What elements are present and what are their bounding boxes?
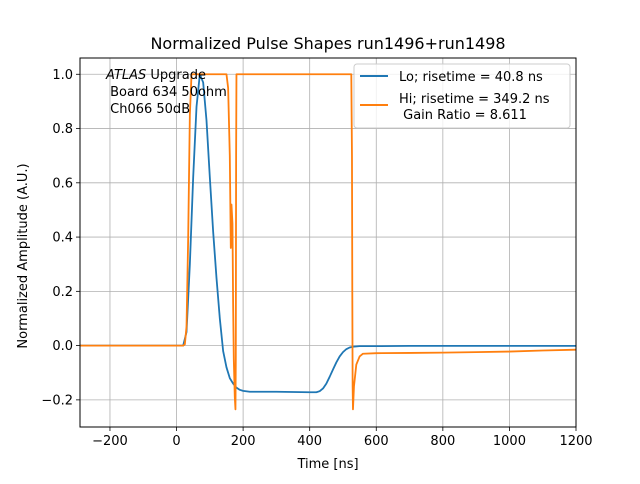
atlas-annotation: ATLAS Upgrade Board 634 50ohm Ch066 50dB	[105, 68, 227, 117]
series-layer	[80, 73, 576, 411]
y-axis-label: Normalized Amplitude (A.U.)	[16, 163, 31, 348]
x-tick-label: 0	[172, 434, 180, 449]
x-axis-label: Time [ns]	[296, 457, 358, 472]
legend-box	[353, 63, 571, 129]
annotation-line-1: ATLAS Upgrade	[105, 68, 206, 83]
annotation-line-3: Ch066 50dB	[106, 102, 190, 117]
x-tick-label: 600	[364, 434, 389, 449]
y-tick-label: 1.0	[52, 68, 73, 83]
x-tick-label: −200	[92, 434, 128, 449]
annotation-line-2: Board 634 50ohm	[106, 85, 227, 100]
y-tick-label: 0.0	[52, 339, 73, 354]
y-tick-label: 0.8	[52, 122, 73, 137]
x-tick-label: 1000	[493, 434, 526, 449]
chart-title: Normalized Pulse Shapes run1496+run1498	[150, 34, 505, 53]
series-line-lo	[80, 73, 576, 394]
axes-frame	[79, 57, 577, 428]
x-tick-label: 1200	[559, 434, 592, 449]
y-tick-label: −0.2	[41, 393, 73, 408]
series-line-hi	[80, 73, 576, 411]
x-tick-label: 200	[231, 434, 256, 449]
x-tick-label: 400	[297, 434, 322, 449]
y-tick-label: 0.2	[52, 285, 73, 300]
y-tick-label: 0.4	[52, 231, 73, 246]
annotation-upgrade: Upgrade	[146, 68, 206, 83]
legend-label-lo: Lo; risetime = 40.8 ns	[399, 70, 543, 85]
y-tick-label: 0.6	[52, 176, 73, 191]
legend: Lo; risetime = 40.8 ns Hi; risetime = 34…	[353, 63, 571, 129]
legend-label-hi: Hi; risetime = 349.2 ns	[399, 92, 550, 107]
tick-layer: −200 0 200 400 600 800 1000 1200 −0.2 0.0 0.2 0.4 0.…	[41, 68, 592, 449]
annotation-atlas: ATLAS	[105, 68, 146, 83]
legend-label-hi-gain: Gain Ratio = 8.611	[399, 108, 527, 123]
x-tick-label: 800	[430, 434, 455, 449]
